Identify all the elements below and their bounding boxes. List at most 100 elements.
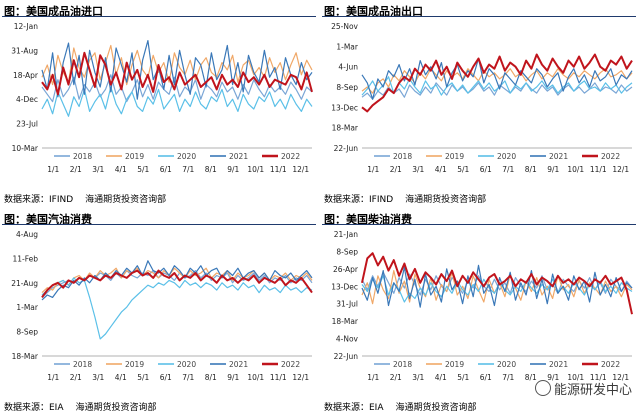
y-tick-label: 25-Nov xyxy=(331,22,358,31)
legend-label-2022: 2022 xyxy=(601,152,620,161)
series-line-2018 xyxy=(361,82,633,100)
series-line-2021 xyxy=(41,40,313,100)
x-tick-label: 10/1 xyxy=(567,373,584,382)
title-divider xyxy=(2,224,316,225)
x-tick-label: 12/1 xyxy=(292,373,309,382)
line-chart-product-exports: 25-Nov 1-Mar 4-Jun 8-Sep 13-Dec 18-Mar 22-Jun 1… xyxy=(331,22,633,174)
line-chart-gasoline-consumption: 4-Aug 11-Feb 21-Aug 1-Mar 8-Sep 18-Mar 1/1 2/1 3… xyxy=(11,230,313,382)
y-tick-label: 31-Aug xyxy=(11,46,38,55)
y-tick-label: 31-Jul xyxy=(336,300,358,309)
y-tick-label: 22-Jun xyxy=(334,144,359,153)
legend-label-2019: 2019 xyxy=(445,152,464,161)
x-tick-label: 11/1 xyxy=(590,373,607,382)
y-tick-label: 23-Jul xyxy=(16,120,38,129)
chart-source: 数据来源：EIA 海通期货投资咨询部 xyxy=(4,400,169,413)
x-tick-label: 4/1 xyxy=(115,373,127,382)
chart-source: 数据来源：EIA 海通期货投资咨询部 xyxy=(324,400,489,413)
source-org: 海通期货投资咨询部 xyxy=(395,403,477,413)
x-tick-label: 2/1 xyxy=(390,165,402,174)
series-line-2022 xyxy=(41,51,313,96)
source-org: 海通期货投资咨询部 xyxy=(405,195,487,205)
chart-panel-product-exports: 图：美国成品油出口 25-Nov 1-Mar 4-Jun 8-Sep 13-Dec 18-… xyxy=(320,0,640,208)
chart-title: 图：美国柴油消费 xyxy=(324,213,412,226)
x-tick-label: 4/1 xyxy=(435,165,447,174)
x-tick-label: 11/1 xyxy=(270,165,287,174)
series-line-2018 xyxy=(41,269,313,298)
x-tick-label: 3/1 xyxy=(92,373,104,382)
legend-label-2019: 2019 xyxy=(445,360,464,369)
legend-label-2022: 2022 xyxy=(281,152,300,161)
legend-label-2018: 2018 xyxy=(73,152,92,161)
x-tick-label: 11/1 xyxy=(270,373,287,382)
y-tick-label: 13-Dec xyxy=(331,282,358,291)
x-tick-label: 10/1 xyxy=(247,373,264,382)
y-tick-label: 22-Jun xyxy=(334,352,359,361)
chart-source: 数据来源：IFIND 海通期货投资咨询部 xyxy=(4,192,178,205)
x-tick-label: 6/1 xyxy=(480,373,492,382)
y-tick-label: 8-Sep xyxy=(336,247,358,256)
y-tick-label: 13-Dec xyxy=(331,103,358,112)
line-chart-product-imports: 12-Jan 31-Aug 18-Apr 4-Dec 23-Jul 10-Mar 1/1 2/… xyxy=(11,22,313,174)
x-tick-label: 6/1 xyxy=(160,373,172,382)
y-tick-label: 4-Aug xyxy=(16,230,38,239)
series-line-2020 xyxy=(361,76,633,96)
y-tick-label: 10-Mar xyxy=(12,144,39,153)
y-tick-label: 11-Feb xyxy=(12,254,38,263)
source-org: 海通期货投资咨询部 xyxy=(75,403,157,413)
y-tick-label: 18-Apr xyxy=(13,71,39,80)
legend-label-2021: 2021 xyxy=(229,152,248,161)
chart-panel-product-imports: 图：美国成品油进口 12-Jan 31-Aug 18-Apr 4-Dec 23-Jul 1… xyxy=(0,0,320,208)
x-tick-label: 12/1 xyxy=(612,373,629,382)
legend-label-2021: 2021 xyxy=(549,152,568,161)
line-chart-diesel-consumption: 21-Jan 8-Sep 26-Apr 13-Dec 31-Jul 18-Mar 4-Nov… xyxy=(331,230,633,382)
x-tick-label: 8/1 xyxy=(205,373,217,382)
x-tick-label: 1/1 xyxy=(367,165,379,174)
x-tick-label: 3/1 xyxy=(92,165,104,174)
series-line-2021 xyxy=(361,264,633,308)
x-tick-label: 11/1 xyxy=(590,165,607,174)
x-tick-label: 7/1 xyxy=(502,373,514,382)
legend-label-2021: 2021 xyxy=(229,360,248,369)
legend-label-2018: 2018 xyxy=(73,360,92,369)
y-tick-label: 8-Sep xyxy=(16,328,38,337)
x-tick-label: 5/1 xyxy=(457,165,469,174)
series-line-2021 xyxy=(361,57,633,100)
x-tick-label: 5/1 xyxy=(457,373,469,382)
legend-label-2020: 2020 xyxy=(497,152,516,161)
y-tick-label: 18-Mar xyxy=(332,124,359,133)
y-tick-label: 18-Mar xyxy=(332,317,359,326)
legend-label-2018: 2018 xyxy=(393,152,412,161)
x-tick-label: 10/1 xyxy=(567,165,584,174)
x-tick-label: 12/1 xyxy=(292,165,309,174)
x-tick-label: 3/1 xyxy=(412,373,424,382)
chart-panel-diesel-consumption: 图：美国柴油消费 21-Jan 8-Sep 26-Apr 13-Dec 31-Jul 18… xyxy=(320,208,640,416)
series-line-2022 xyxy=(361,53,633,113)
x-tick-label: 5/1 xyxy=(137,373,149,382)
x-tick-label: 6/1 xyxy=(160,165,172,174)
legend-label-2019: 2019 xyxy=(125,360,144,369)
x-tick-label: 9/1 xyxy=(547,373,559,382)
x-tick-label: 9/1 xyxy=(547,165,559,174)
chart-title: 图：美国成品油进口 xyxy=(4,5,103,18)
y-tick-label: 4-Jun xyxy=(338,63,358,72)
legend-label-2022: 2022 xyxy=(601,360,620,369)
series-line-2020 xyxy=(41,277,313,340)
chart-panel-gasoline-consumption: 图：美国汽油消费 4-Aug 11-Feb 21-Aug 1-Mar 8-Sep 18-M… xyxy=(0,208,320,416)
x-tick-label: 9/1 xyxy=(227,165,239,174)
chart-source: 数据来源：IFIND 海通期货投资咨询部 xyxy=(324,192,498,205)
y-tick-label: 26-Apr xyxy=(333,265,359,274)
x-tick-label: 1/1 xyxy=(367,373,379,382)
x-tick-label: 2/1 xyxy=(70,165,82,174)
title-divider xyxy=(322,224,636,225)
x-tick-label: 5/1 xyxy=(137,165,149,174)
series-line-2018 xyxy=(41,74,313,103)
legend-label-2020: 2020 xyxy=(497,360,516,369)
x-tick-label: 4/1 xyxy=(115,165,127,174)
x-tick-label: 12/1 xyxy=(612,165,629,174)
source-label: 数据来源：IFIND xyxy=(4,195,74,205)
legend-label-2020: 2020 xyxy=(177,152,196,161)
x-tick-label: 1/1 xyxy=(47,165,59,174)
x-tick-label: 6/1 xyxy=(480,165,492,174)
x-tick-label: 2/1 xyxy=(390,373,402,382)
x-tick-label: 9/1 xyxy=(227,373,239,382)
